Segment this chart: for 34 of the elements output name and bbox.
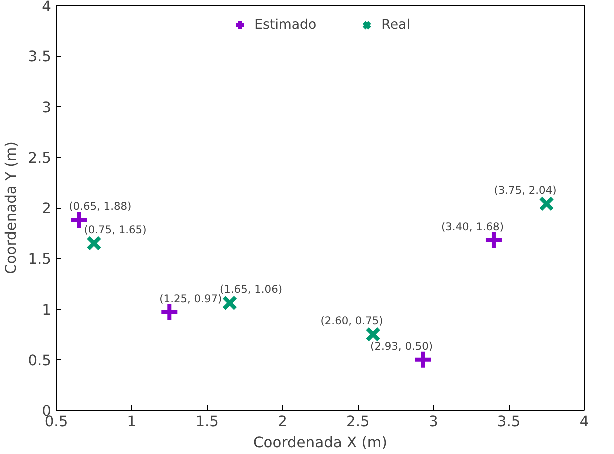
y-tick-label: 2: [42, 200, 52, 218]
data-label: (1.65, 1.06): [220, 283, 283, 296]
y-tick-label: 3: [42, 99, 52, 116]
data-label: (2.93, 0.50): [370, 340, 434, 353]
data-label: (0.75, 1.65): [84, 223, 147, 236]
x-tick-label: 2: [278, 414, 288, 430]
y-tick-label: 1.5: [28, 251, 52, 268]
point: [539, 196, 554, 212]
x-tick-label: 2.5: [346, 414, 370, 430]
point: [366, 326, 381, 342]
point: [86, 236, 102, 252]
y-tick-label: 2.5: [28, 150, 52, 167]
point: [484, 230, 504, 250]
data-label: (3.75, 2.04): [494, 184, 557, 197]
y-tick-label: 4: [42, 0, 52, 16]
y-tick-label: 0.5: [28, 352, 52, 370]
legend-label: Real: [382, 18, 410, 32]
x-tick-label: 1.5: [196, 414, 220, 430]
y-tick-label: 1: [42, 302, 52, 319]
y-axis-title: Coordenada Y (m): [3, 142, 20, 274]
data-label: (2.60, 0.75): [320, 314, 384, 328]
x-tick-label: 4: [580, 414, 590, 430]
point: [160, 302, 180, 322]
legend-label: Estimado: [254, 18, 317, 32]
x-tick-label: 3.5: [497, 414, 521, 430]
x-tick-label: 3: [428, 414, 438, 430]
x-axis-title: Coordenada X (m): [254, 434, 388, 452]
x-tick-label: 1: [127, 414, 137, 430]
point: [413, 350, 434, 370]
data-label: (1.25, 0.97): [160, 292, 222, 306]
point: [222, 296, 238, 311]
data-label: (0.65, 1.88): [69, 200, 132, 214]
data-label: (3.40, 1.68): [441, 220, 504, 234]
y-tick-label: 3.5: [28, 48, 52, 66]
